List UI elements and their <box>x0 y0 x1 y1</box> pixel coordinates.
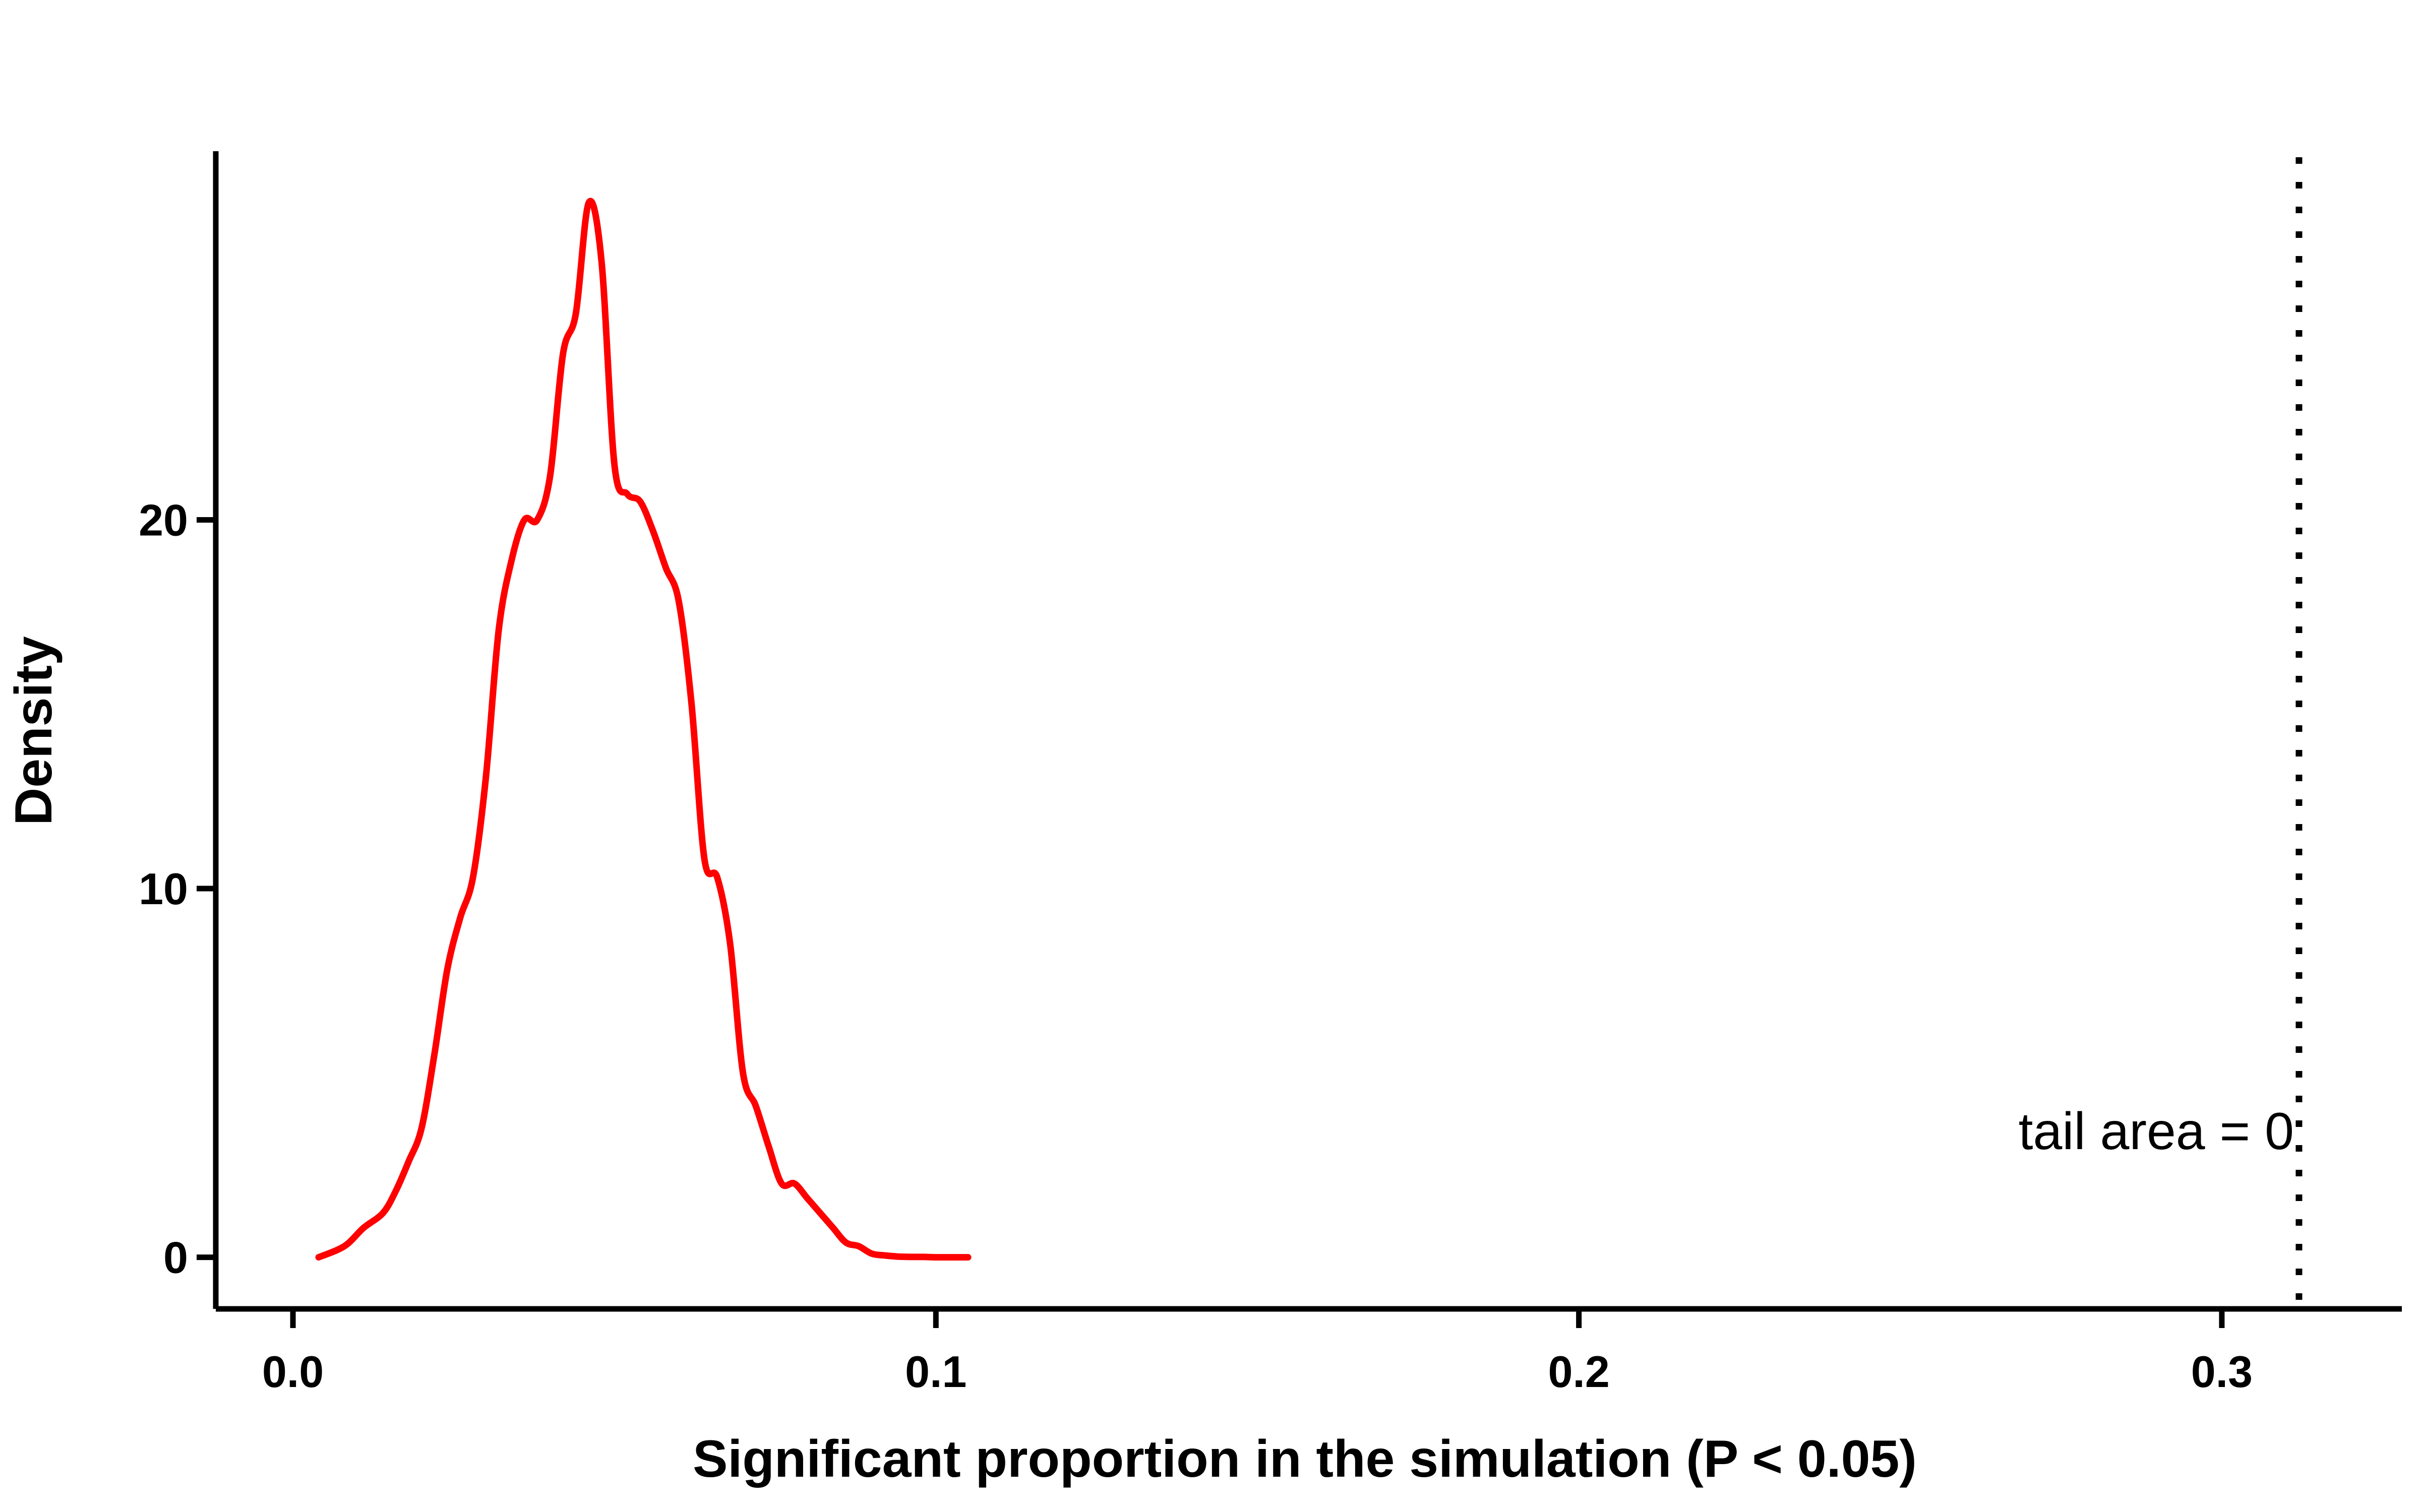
density-curve <box>315 198 972 1261</box>
x-tick-label: 0.3 <box>2191 1347 2253 1397</box>
y-axis: 0 10 20 <box>139 151 219 1309</box>
y-tick-label: 20 <box>139 495 188 545</box>
x-tick-label: 0.1 <box>905 1347 966 1397</box>
y-axis-title: Density <box>5 636 63 826</box>
y-tick-label: 10 <box>139 864 188 914</box>
tail-area-annotation: tail area = 0 <box>2019 1102 2294 1161</box>
x-tick-label: 0.2 <box>1548 1347 1609 1397</box>
x-axis-title: Significant proportion in the simulation… <box>693 1430 1917 1488</box>
plot-area <box>315 157 2303 1306</box>
x-axis: 0.0 0.1 0.2 0.3 <box>216 1306 2402 1397</box>
y-tick-label: 0 <box>163 1233 188 1283</box>
x-tick-label: 0.0 <box>262 1347 324 1397</box>
